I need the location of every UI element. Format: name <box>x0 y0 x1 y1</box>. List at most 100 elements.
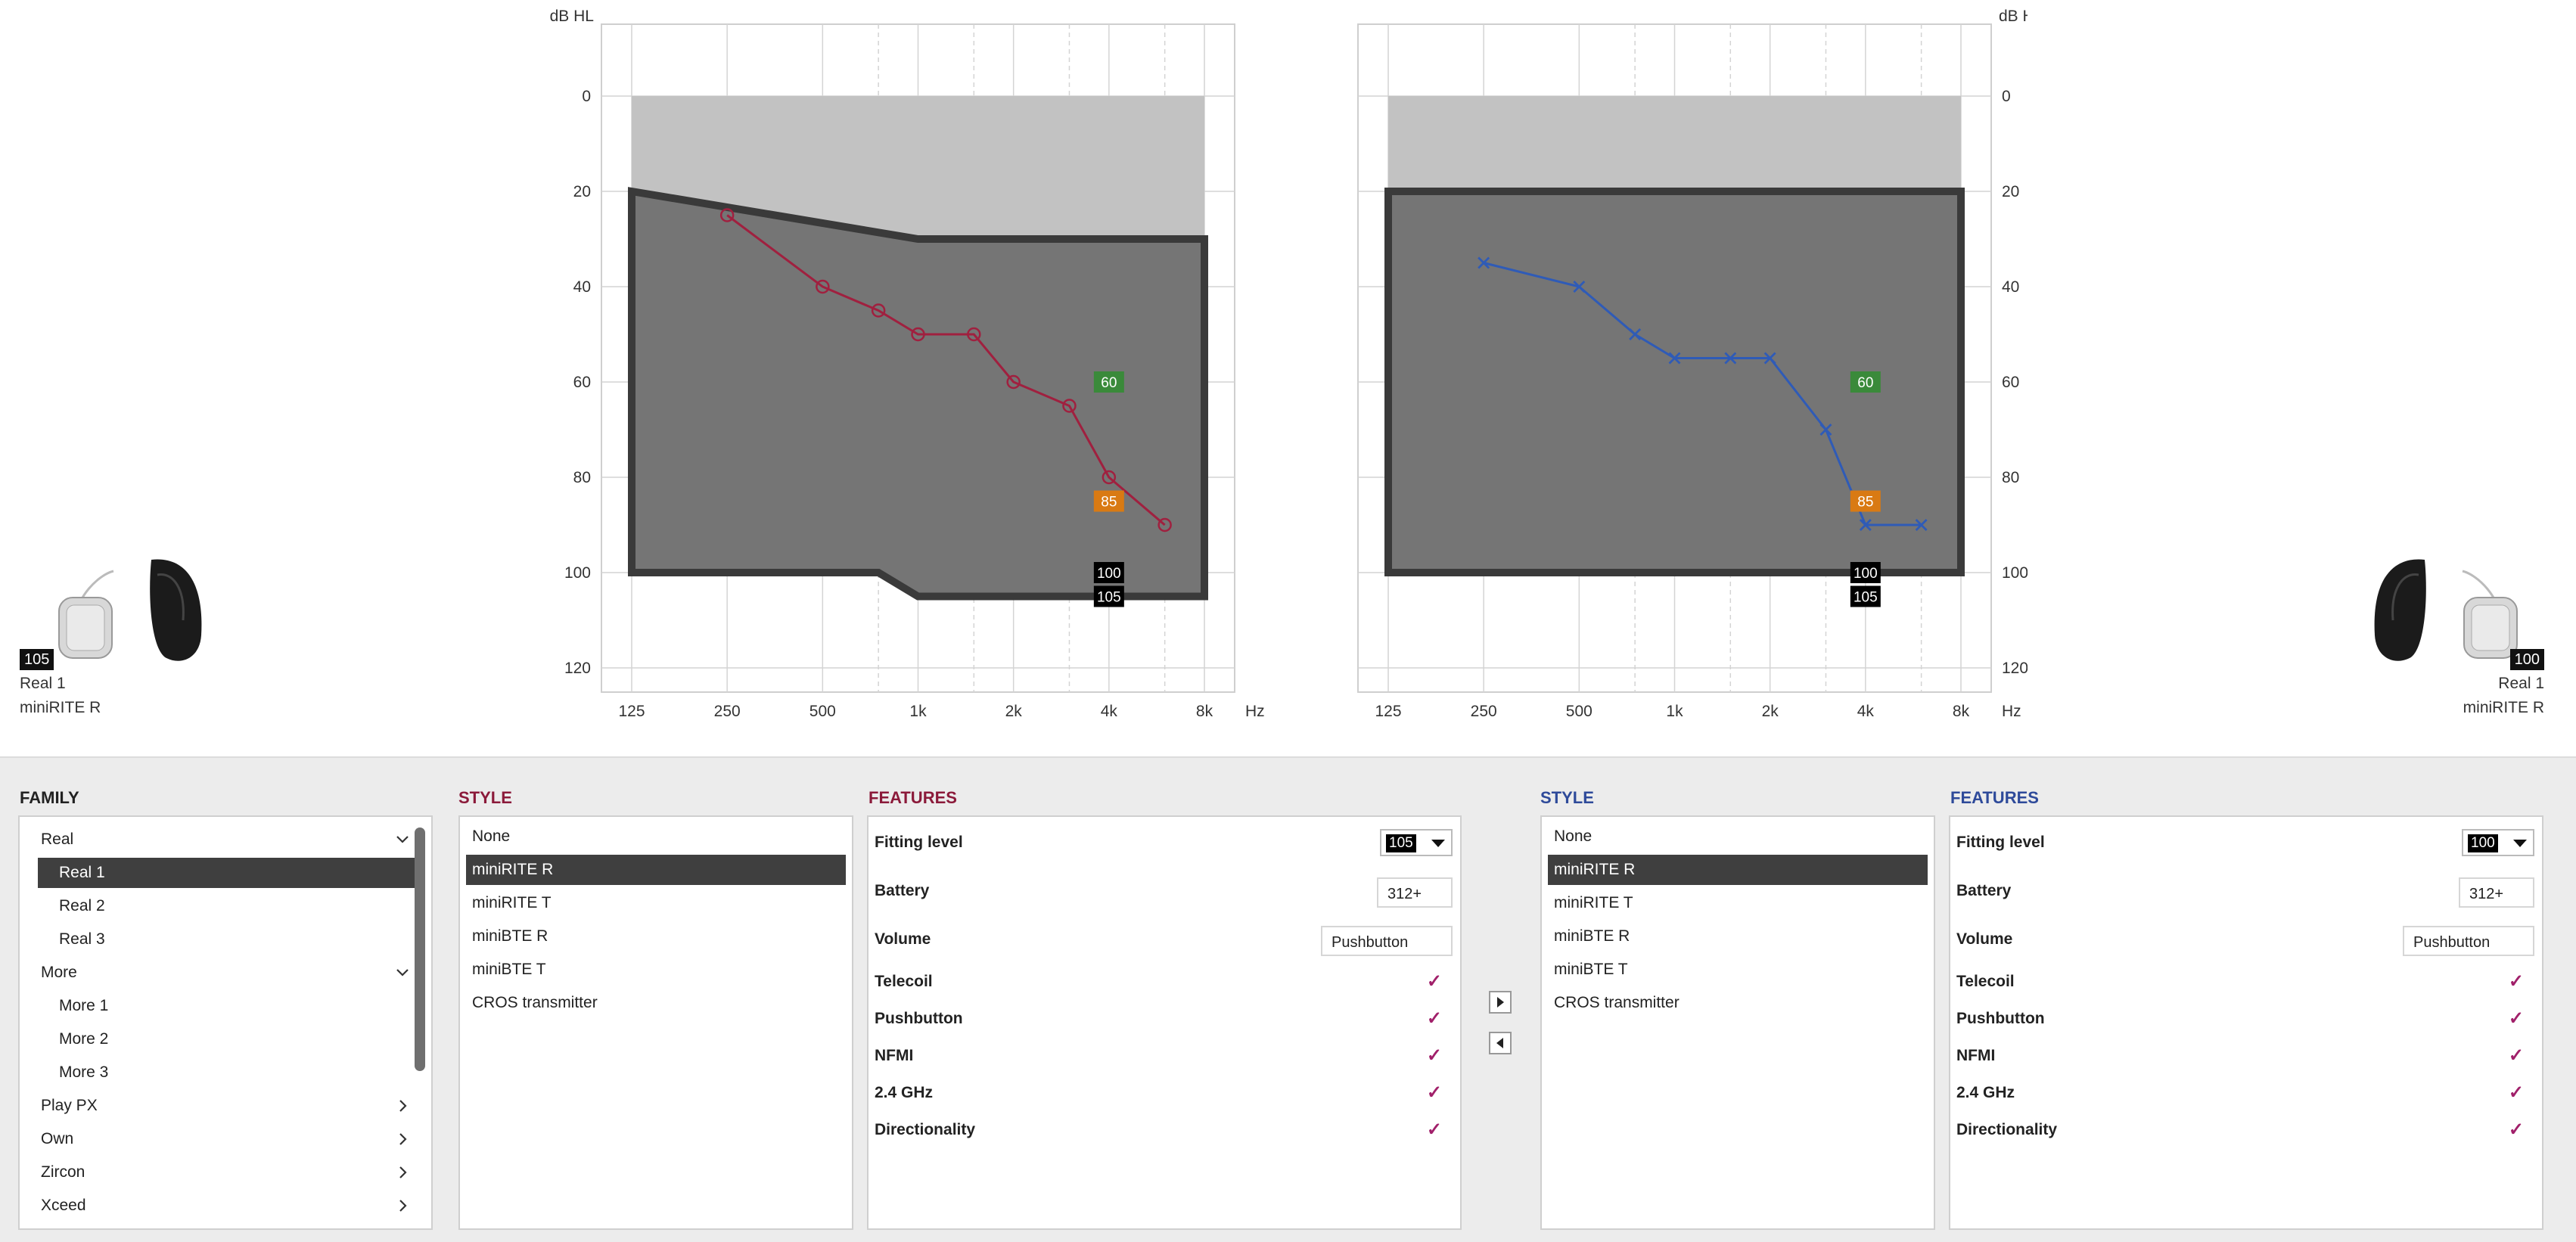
left-battery-row: Battery 312+ <box>875 874 1453 908</box>
x-tick-label: 4k <box>1101 703 1118 720</box>
family-item-more-2[interactable]: More 2 <box>59 1030 109 1048</box>
y-tick-label: 100 <box>564 564 591 582</box>
y-tick-label: 20 <box>573 183 591 200</box>
family-title: FAMILY <box>20 788 79 807</box>
family-group-zircon[interactable]: Zircon <box>26 1157 419 1188</box>
y-axis-unit: dB HL <box>1999 8 2028 25</box>
family-group-own[interactable]: Own <box>26 1124 419 1154</box>
right-style-title: STYLE <box>1540 788 1594 807</box>
fitting-range-area <box>1384 188 1965 576</box>
threshold-point <box>1668 352 1681 365</box>
x-tick-label: 1k <box>909 703 927 720</box>
y-tick-label: 60 <box>2002 374 2019 391</box>
marker-100-bg <box>1093 562 1124 583</box>
marker-100: 100 <box>1097 566 1121 582</box>
threshold-point <box>911 327 925 342</box>
y-tick-label: 20 <box>2002 183 2019 200</box>
right-style-item-minirite-t[interactable]: miniRITE T <box>1554 894 1633 911</box>
right-style-item-minibte-r[interactable]: miniBTE R <box>1554 927 1630 945</box>
family-group-real[interactable]: Real <box>26 824 419 855</box>
check-icon: ✓ <box>1426 1045 1442 1066</box>
family-item-more-1[interactable]: More 1 <box>59 997 109 1014</box>
x-tick-label: 125 <box>1375 703 1401 720</box>
left-features-title: FEATURES <box>869 788 957 807</box>
right-fitting-level-dropdown[interactable]: 100 <box>2462 829 2534 856</box>
left-style-item-minirite-t[interactable]: miniRITE T <box>472 894 552 911</box>
threshold-point <box>1859 519 1872 531</box>
x-tick-label: 8k <box>1196 703 1213 720</box>
fitting-range-area <box>628 187 1208 601</box>
check-icon: ✓ <box>2508 1008 2524 1029</box>
left-fitting-level-row: Fitting level 105 <box>875 826 1453 859</box>
right-battery-row: Battery 312+ <box>1956 874 2534 908</box>
x-tick-label: 8k <box>1953 703 1970 720</box>
chevron-right-icon <box>399 1133 407 1145</box>
right-style-item-none[interactable]: None <box>1554 827 1593 845</box>
copy-right-button[interactable] <box>1489 991 1512 1014</box>
triangle-left-icon <box>1496 1038 1503 1048</box>
x-tick-label: 125 <box>618 703 645 720</box>
left-features-panel: Fitting level 105 Battery 312+ Volume Pu… <box>867 815 1462 1230</box>
marker-105: 105 <box>1854 590 1878 606</box>
marker-60: 60 <box>1857 375 1873 391</box>
right-style-item-minirite-r[interactable]: miniRITE R <box>1548 855 1928 885</box>
y-tick-label: 0 <box>2002 88 2011 105</box>
chevron-right-icon <box>399 1100 407 1112</box>
right-volume-value: Pushbutton <box>2403 926 2534 956</box>
family-group-more[interactable]: More <box>26 958 419 988</box>
left-feature-pushbutton: Pushbutton ✓ <box>875 1002 1453 1036</box>
check-icon: ✓ <box>2508 1082 2524 1103</box>
chevron-down-icon <box>396 969 409 977</box>
left-style-item-minirite-r[interactable]: miniRITE R <box>466 855 846 885</box>
threshold-point <box>1157 517 1172 533</box>
marker-100-bg <box>1850 562 1881 583</box>
left-feature-24ghz: 2.4 GHz ✓ <box>875 1076 1453 1110</box>
family-item-real-1[interactable]: Real 1 <box>38 858 419 888</box>
right-feature-directionality: Directionality ✓ <box>1956 1113 2534 1147</box>
left-feature-telecoil: Telecoil ✓ <box>875 965 1453 998</box>
left-style-item-minibte-t[interactable]: miniBTE T <box>472 961 546 978</box>
family-item-more-3[interactable]: More 3 <box>59 1063 109 1081</box>
y-axis-unit: dB HL <box>550 8 594 25</box>
triangle-right-icon <box>1497 997 1504 1008</box>
dropdown-arrow-icon <box>1431 840 1445 847</box>
x-tick-label: 4k <box>1857 703 1875 720</box>
left-device-family: Real 1 <box>20 675 66 692</box>
right-feature-nfmi: NFMI ✓ <box>1956 1039 2534 1073</box>
marker-105-bg <box>1093 585 1124 607</box>
left-feature-directionality: Directionality ✓ <box>875 1113 1453 1147</box>
family-item-real-2[interactable]: Real 2 <box>59 897 105 914</box>
right-style-item-cros[interactable]: CROS transmitter <box>1554 994 1680 1011</box>
check-icon: ✓ <box>2508 1045 2524 1066</box>
right-style-item-minibte-t[interactable]: miniBTE T <box>1554 961 1628 978</box>
threshold-point <box>719 208 735 222</box>
family-scrollbar[interactable] <box>415 827 425 1071</box>
right-fitting-level-row: Fitting level 100 <box>1956 826 2534 859</box>
family-group-play-px[interactable]: Play PX <box>26 1091 419 1121</box>
y-tick-label: 120 <box>564 660 591 677</box>
left-style-item-minibte-r[interactable]: miniBTE R <box>472 927 548 945</box>
family-list: Real Real 1 Real 2 Real 3 More More 1 Mo… <box>18 815 433 1230</box>
threshold-point <box>1629 328 1642 340</box>
left-fitting-level-dropdown[interactable]: 105 <box>1380 829 1453 856</box>
y-tick-label: 100 <box>2002 564 2028 582</box>
right-hearing-aid-image <box>2364 552 2523 669</box>
chevron-right-icon <box>399 1200 407 1212</box>
left-style-item-none[interactable]: None <box>472 827 511 845</box>
left-audiogram: 60 85 100 105 0 20 40 60 80 100 120 dB HL 125 250 500 1… <box>550 8 1265 720</box>
x-tick-label: 500 <box>809 703 836 720</box>
left-feature-nfmi: NFMI ✓ <box>875 1039 1453 1073</box>
right-volume-row: Volume Pushbutton <box>1956 923 2534 956</box>
copy-left-button[interactable] <box>1489 1032 1512 1054</box>
right-style-list: None miniRITE R miniRITE T miniBTE R min… <box>1540 815 1935 1230</box>
left-hearing-aid-image <box>53 552 212 669</box>
x-axis-unit: Hz <box>2002 703 2021 720</box>
family-group-xceed[interactable]: Xceed <box>26 1191 419 1221</box>
y-tick-label: 60 <box>573 374 591 391</box>
family-item-real-3[interactable]: Real 3 <box>59 930 105 948</box>
x-tick-label: 250 <box>1471 703 1497 720</box>
left-style-item-cros[interactable]: CROS transmitter <box>472 994 598 1011</box>
threshold-point <box>1573 281 1586 293</box>
left-style-title: STYLE <box>458 788 512 807</box>
marker-85: 85 <box>1857 495 1873 511</box>
